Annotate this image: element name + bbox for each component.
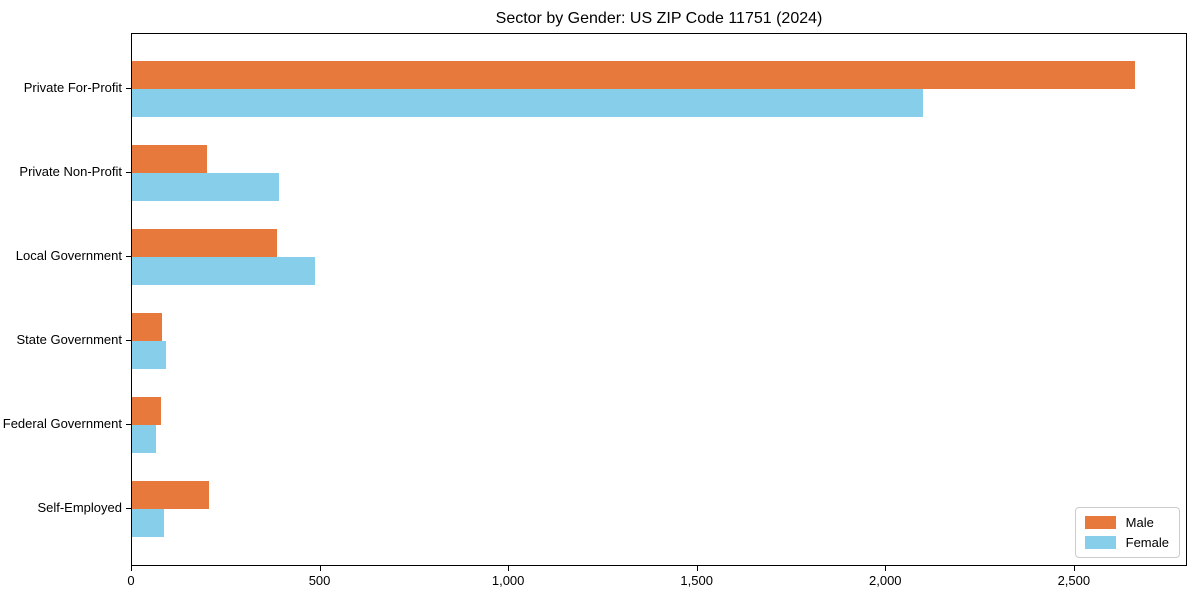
x-tick-label-1-500: 1,500 [680, 573, 713, 588]
legend-entry-male: Male [1084, 515, 1169, 530]
x-tick-mark [319, 566, 321, 571]
y-tick-mark [126, 256, 131, 257]
y-tick-mark [126, 424, 131, 425]
bar-male-self-employed [132, 481, 210, 509]
y-tick-mark [126, 340, 131, 341]
y-tick-mark [126, 508, 131, 509]
chart-title: Sector by Gender: US ZIP Code 11751 (202… [495, 10, 823, 27]
bar-female-federal-government [132, 425, 157, 453]
y-tick-mark [126, 88, 131, 89]
x-tick-mark [131, 566, 132, 571]
y-tick-label-federal-government: Federal Government [2, 416, 122, 431]
x-tick-label-500: 500 [308, 573, 331, 588]
plot-area: Male Female [131, 33, 1187, 566]
bar-female-local-government [132, 257, 315, 285]
bar-male-local-government [132, 229, 277, 257]
legend-swatch-male [1084, 516, 1116, 529]
x-tick-mark [885, 566, 887, 571]
legend-swatch-female [1084, 536, 1116, 549]
bar-female-state-government [132, 341, 166, 369]
legend-label-female: Female [1125, 535, 1169, 550]
x-tick-label-2-500: 2,500 [1057, 573, 1091, 588]
legend-label-male: Male [1125, 515, 1154, 530]
y-tick-mark [126, 172, 131, 173]
legend-entry-female: Female [1084, 535, 1169, 550]
x-tick-label-2-000: 2,000 [869, 573, 902, 588]
legend: Male Female [1074, 507, 1180, 558]
x-tick-label-0: 0 [127, 573, 135, 588]
y-tick-label-private-non-profit: Private Non-Profit [19, 164, 122, 179]
x-tick-mark [1073, 566, 1075, 571]
bar-male-private-for-profit [132, 61, 1136, 89]
x-tick-mark [696, 566, 698, 571]
bar-female-private-for-profit [132, 89, 923, 117]
x-tick-label-1-000: 1,000 [491, 573, 525, 588]
bar-male-state-government [132, 313, 163, 341]
bar-female-self-employed [132, 509, 164, 537]
y-tick-label-local-government: Local Government [15, 248, 122, 263]
x-tick-mark [508, 566, 510, 571]
bar-female-private-non-profit [132, 173, 279, 201]
y-tick-label-self-employed: Self-Employed [37, 500, 122, 515]
y-tick-label-private-for-profit: Private For-Profit [23, 80, 122, 95]
y-tick-label-state-government: State Government [16, 332, 123, 347]
bar-male-federal-government [132, 397, 162, 425]
bar-male-private-non-profit [132, 145, 208, 173]
